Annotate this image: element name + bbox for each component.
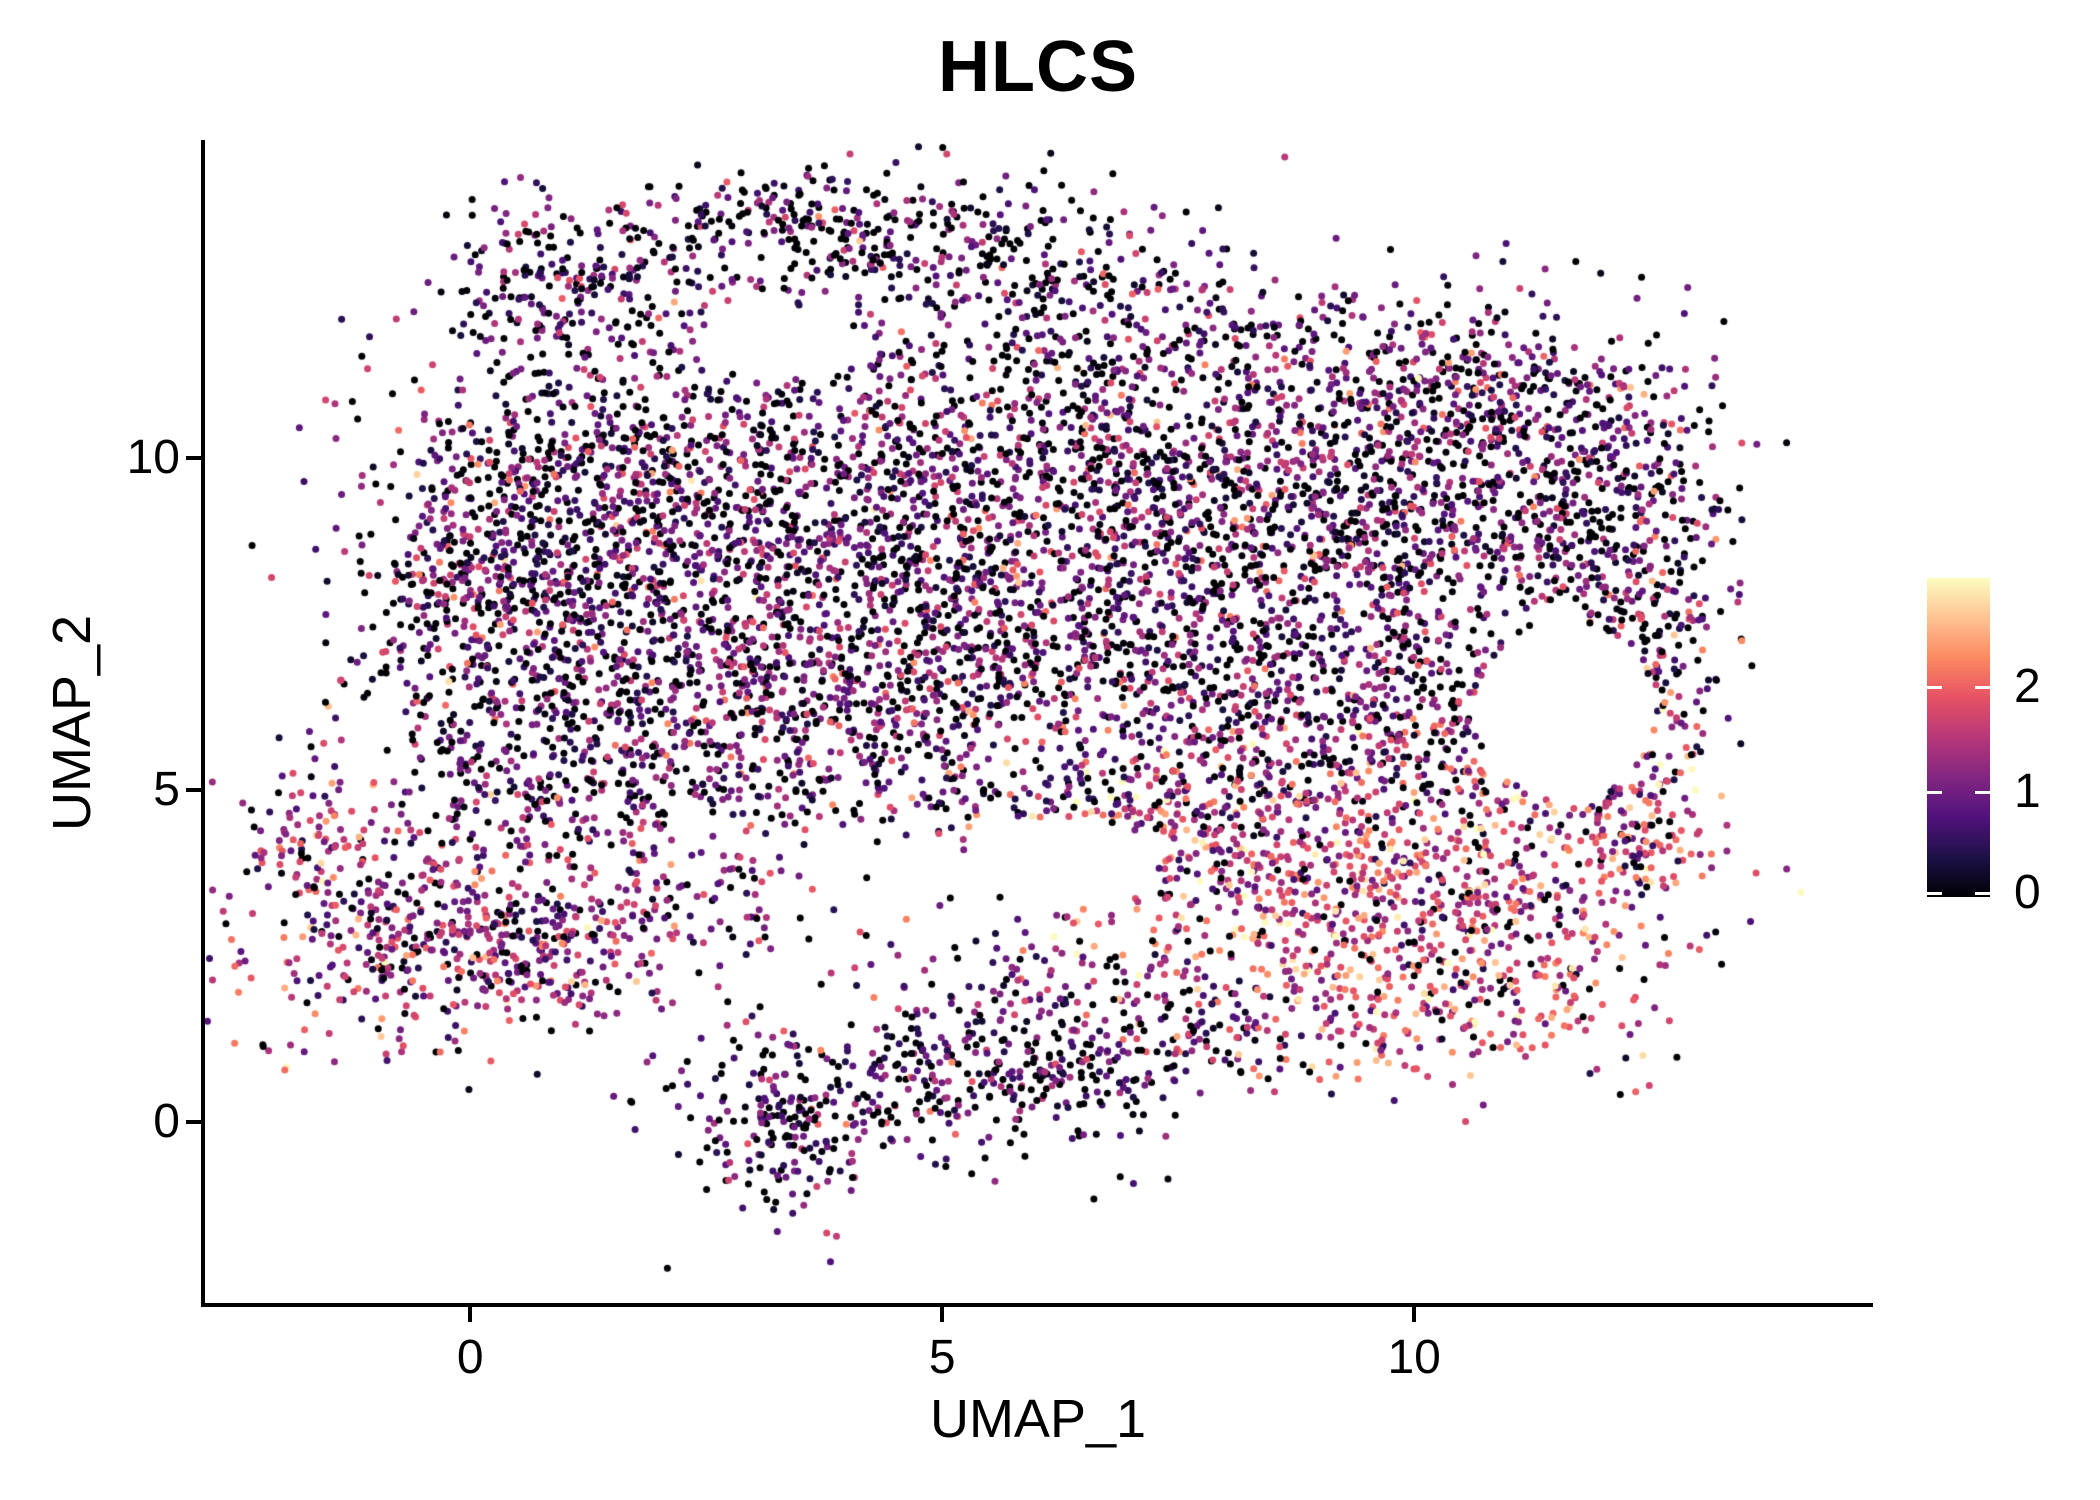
y-tick-label: 0 [153, 1094, 180, 1148]
x-axis-line [201, 1303, 1873, 1307]
colorbar-tick-label: 0 [2014, 866, 2041, 919]
colorbar-tick-mark [1975, 791, 1990, 795]
colorbar-tick-mark [1927, 791, 1942, 795]
x-tick-mark [468, 1307, 473, 1322]
chart-title: HLCS [938, 27, 1138, 107]
y-tick-label: 10 [126, 430, 180, 484]
colorbar-tick-mark [1927, 685, 1942, 689]
y-tick-mark [186, 455, 201, 460]
x-tick-label: 10 [1387, 1331, 1441, 1384]
colorbar-tick-mark [1975, 892, 1990, 895]
colorbar-tick-label: 2 [2014, 659, 2041, 713]
colorbar-tick-mark [1975, 685, 1990, 689]
expression-colorbar [1927, 578, 1990, 897]
y-tick-mark [186, 787, 201, 792]
x-axis-title: UMAP_1 [929, 1389, 1147, 1449]
y-tick-label: 5 [153, 762, 180, 816]
y-axis-line [201, 140, 205, 1307]
colorbar-tick-mark [1927, 892, 1942, 895]
x-tick-mark [1412, 1307, 1417, 1322]
colorbar-tick-label: 1 [2014, 765, 2041, 819]
umap-scatter-canvas [205, 142, 1871, 1305]
x-tick-label: 0 [456, 1331, 484, 1384]
x-tick-label: 5 [928, 1331, 956, 1384]
x-tick-mark [940, 1307, 945, 1322]
y-tick-mark [186, 1119, 201, 1124]
